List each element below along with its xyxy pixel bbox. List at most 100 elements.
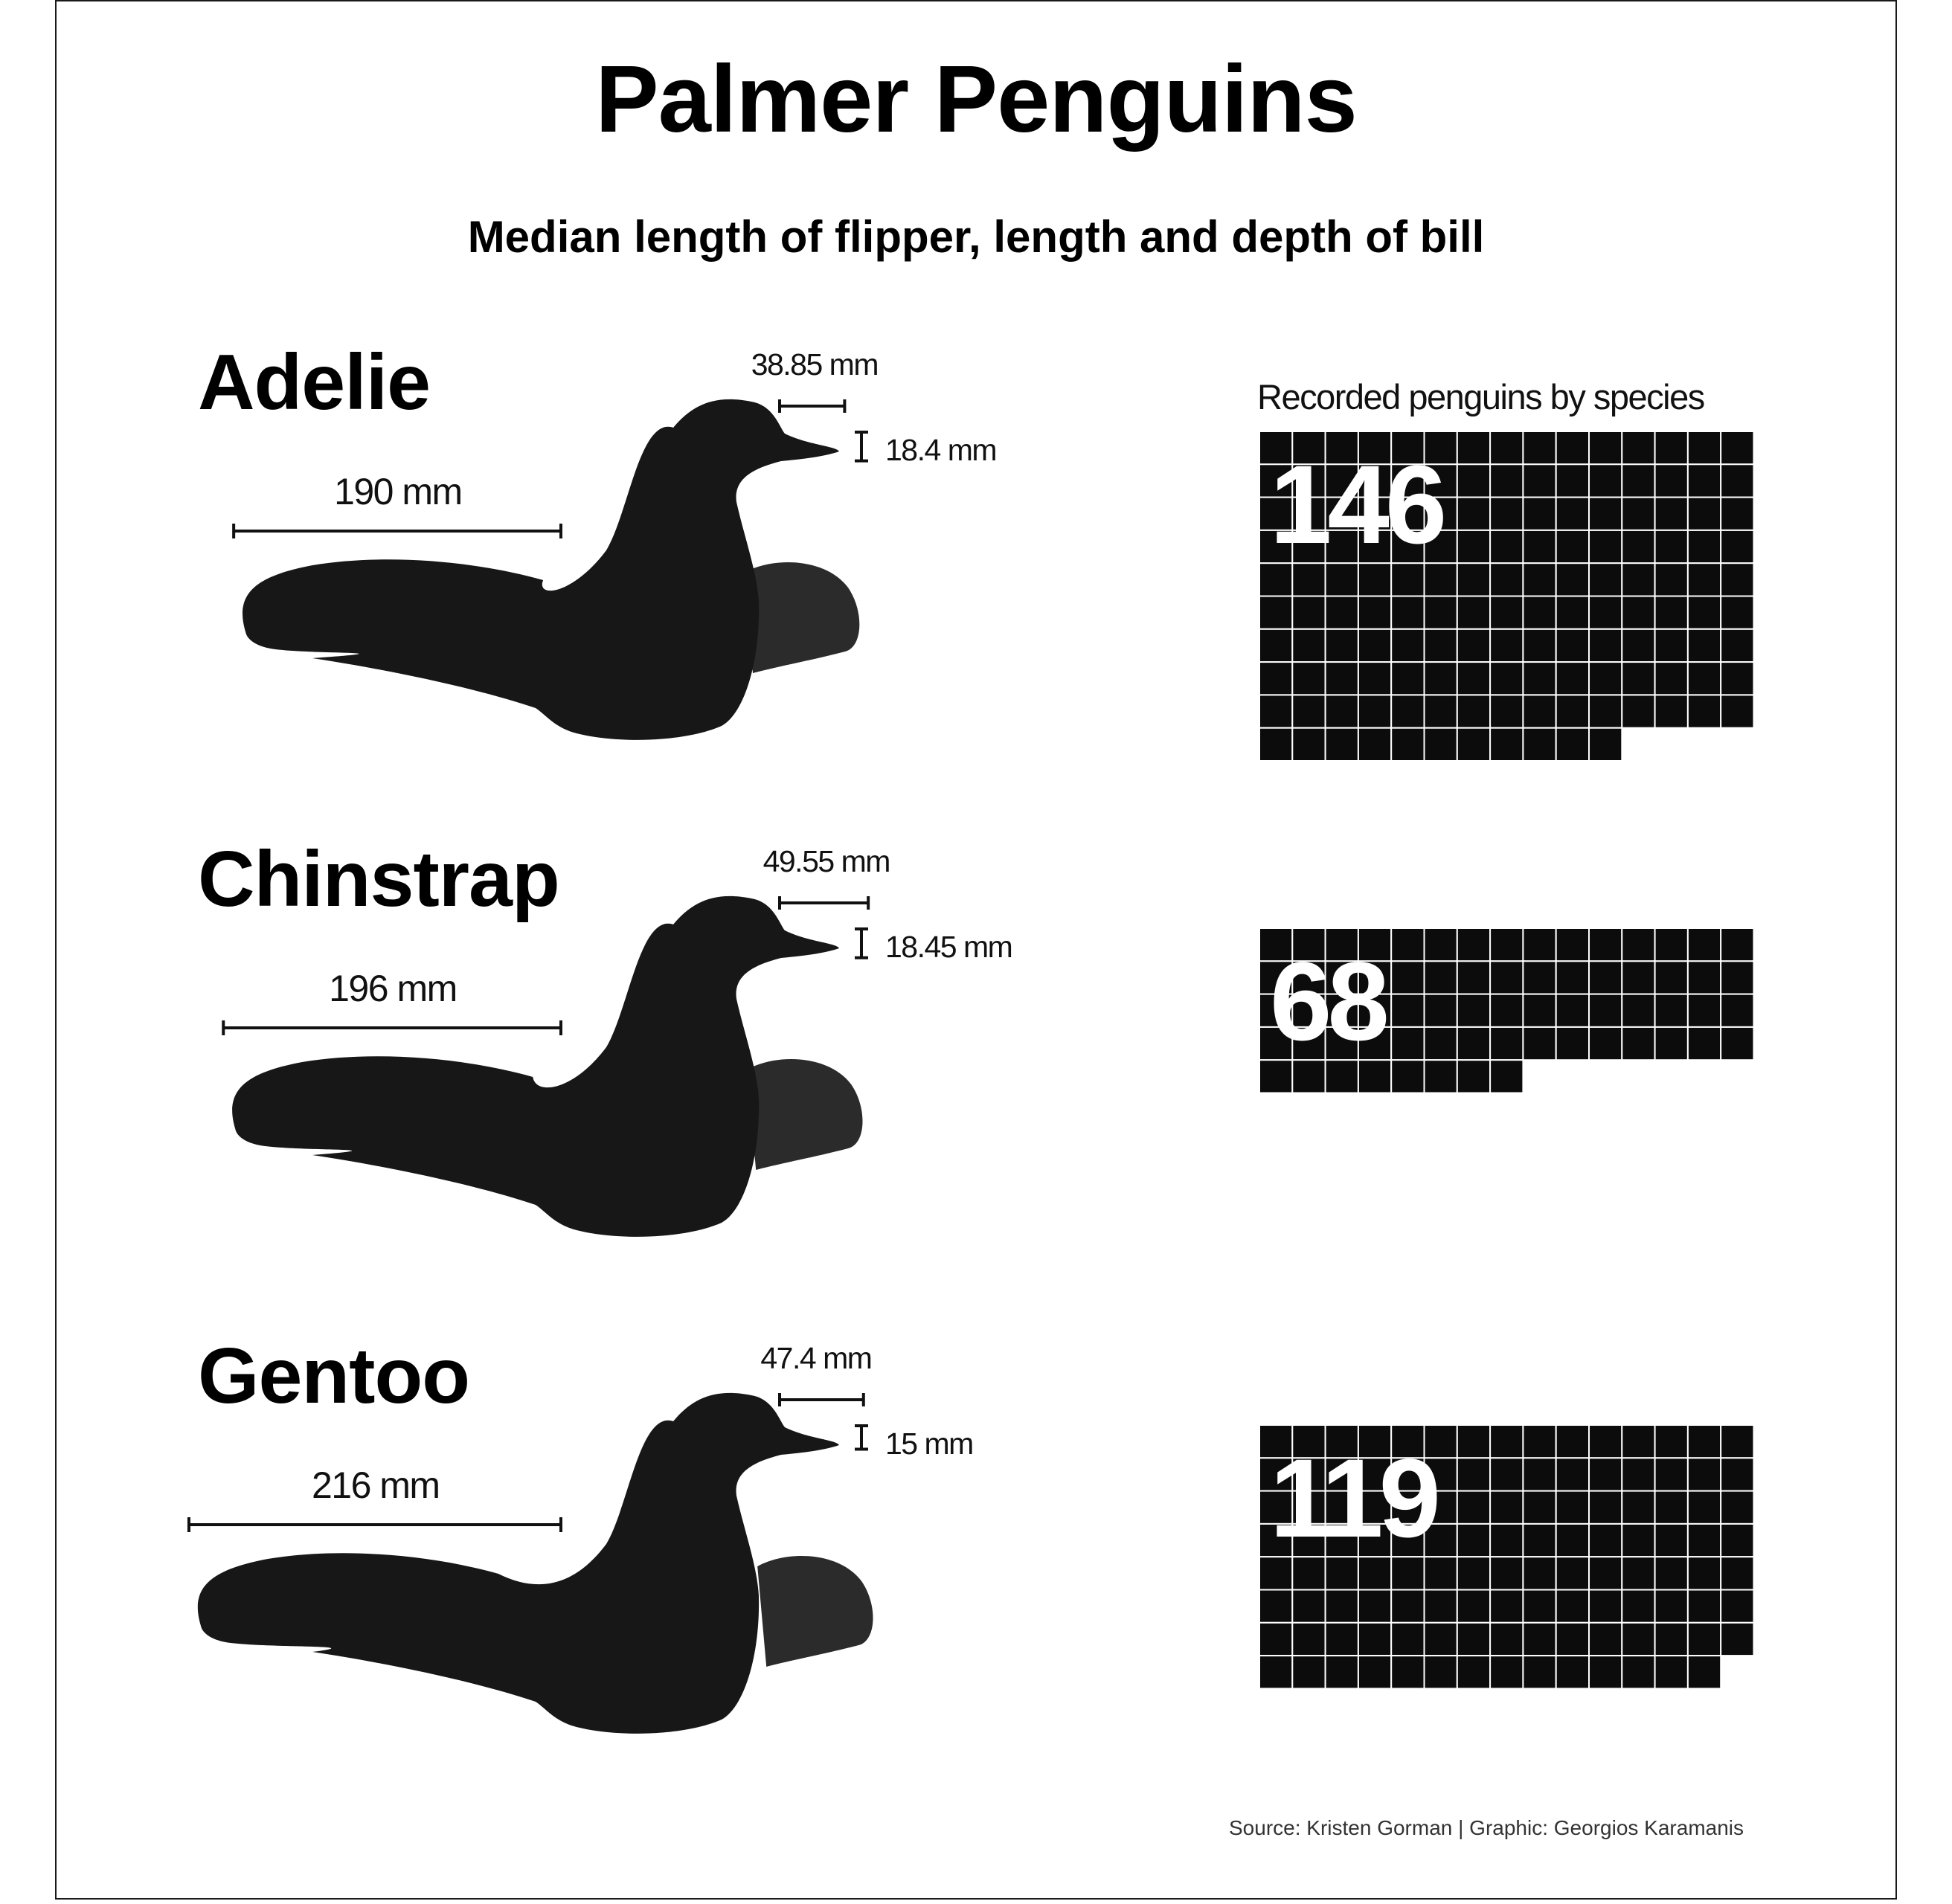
waffle-cell <box>1720 1556 1755 1591</box>
waffle-cell <box>1522 1490 1557 1525</box>
waffle-cell <box>1522 1621 1557 1657</box>
waffle-adelie: 146 <box>1259 431 1755 762</box>
waffle-cell <box>1324 727 1359 762</box>
waffle-cell <box>1489 927 1524 962</box>
waffle-cell <box>1423 628 1458 663</box>
waffle-cell <box>1720 927 1755 962</box>
waffle-cell <box>1324 562 1359 597</box>
waffle-cell <box>1555 960 1590 995</box>
waffle-cell <box>1654 927 1689 962</box>
waffle-cell <box>1686 960 1722 995</box>
waffle-cell <box>1621 1589 1656 1624</box>
flipper-length-label: 190 mm <box>334 471 463 512</box>
waffle-cell <box>1621 1490 1656 1525</box>
waffle-cell <box>1423 1621 1458 1657</box>
waffle-cell <box>1489 431 1524 466</box>
waffle-cell <box>1259 727 1294 762</box>
waffle-cell <box>1555 1490 1590 1525</box>
waffle-cell <box>1390 1490 1425 1525</box>
waffle-cell <box>1522 1522 1557 1558</box>
waffle-cell <box>1686 628 1722 663</box>
waffle-cell <box>1456 1457 1492 1492</box>
waffle-cell <box>1259 1556 1294 1591</box>
waffle-cell <box>1654 1457 1689 1492</box>
waffle-cell <box>1555 562 1590 597</box>
waffle-cell <box>1621 927 1656 962</box>
species-group-gentoo <box>187 1392 873 1734</box>
waffle-cell <box>1357 694 1393 729</box>
bill-length-label: 38.85 mm <box>751 347 879 382</box>
waffle-cell <box>1522 661 1557 696</box>
waffle-cell <box>1621 595 1656 630</box>
waffle-cell <box>1489 562 1524 597</box>
waffle-cell <box>1654 562 1689 597</box>
waffle-cell <box>1654 1589 1689 1624</box>
waffle-cell <box>1456 960 1492 995</box>
waffle-cell <box>1588 727 1623 762</box>
waffle-chinstrap: 68 <box>1259 927 1755 1094</box>
waffle-cell <box>1555 1522 1590 1558</box>
waffle-cell <box>1588 960 1623 995</box>
waffle-cell <box>1489 1457 1524 1492</box>
waffle-cell <box>1686 1457 1722 1492</box>
waffle-cell <box>1522 1424 1557 1459</box>
waffle-cell <box>1555 661 1590 696</box>
waffle-cell <box>1522 595 1557 630</box>
waffle-cell <box>1423 727 1458 762</box>
waffle-cell <box>1588 496 1623 531</box>
waffle-cell <box>1324 595 1359 630</box>
waffle-cell <box>1423 1589 1458 1624</box>
waffle-cell <box>1357 1424 1393 1459</box>
waffle-cell <box>1357 628 1393 663</box>
waffle-cell <box>1555 1621 1590 1657</box>
waffle-cell <box>1555 927 1590 962</box>
waffle-cell <box>1621 628 1656 663</box>
waffle-cell <box>1456 1655 1492 1690</box>
waffle-cell <box>1259 694 1294 729</box>
species-name: Adelie <box>198 338 431 426</box>
waffle-cell <box>1621 1556 1656 1591</box>
waffle-cell <box>1423 661 1458 696</box>
waffle-cell <box>1522 694 1557 729</box>
waffle-cell <box>1324 694 1359 729</box>
waffle-cell <box>1588 993 1623 1028</box>
waffle-cell <box>1357 562 1393 597</box>
waffle-cell <box>1720 1490 1755 1525</box>
waffle-cell <box>1291 661 1326 696</box>
waffle-cell <box>1522 927 1557 962</box>
bill-length-label: 49.55 mm <box>762 844 891 878</box>
waffle-cell <box>1390 960 1425 995</box>
waffle-cell <box>1621 1655 1656 1690</box>
waffle-cell <box>1522 463 1557 498</box>
waffle-cell <box>1686 595 1722 630</box>
waffle-cell <box>1456 661 1492 696</box>
waffle-cell <box>1621 529 1656 565</box>
waffle-cell <box>1621 1026 1656 1061</box>
waffle-cell <box>1390 1556 1425 1591</box>
flipper-length-label: 216 mm <box>311 1464 440 1506</box>
waffle-cell <box>1456 628 1492 663</box>
penguin-flipper <box>747 1059 863 1170</box>
penguin-body <box>232 895 839 1237</box>
waffle-cell <box>1456 1026 1492 1061</box>
waffle-cell <box>1390 927 1425 962</box>
waffle-cell <box>1423 1026 1458 1061</box>
waffle-cell <box>1489 595 1524 630</box>
waffle-cell <box>1522 960 1557 995</box>
waffle-cell <box>1259 1457 1294 1492</box>
waffle-cell <box>1489 1621 1524 1657</box>
waffle-cell <box>1291 463 1326 498</box>
waffle-cell <box>1588 562 1623 597</box>
waffle-cell <box>1390 595 1425 630</box>
waffle-cell <box>1324 628 1359 663</box>
species-group-chinstrap <box>222 895 870 1237</box>
waffle-cell <box>1686 1424 1722 1459</box>
waffle-cell <box>1456 993 1492 1028</box>
waffle-cell <box>1390 1522 1425 1558</box>
waffle-cell <box>1588 529 1623 565</box>
waffle-cell <box>1423 1556 1458 1591</box>
waffle-cell <box>1456 727 1492 762</box>
waffle-cell <box>1720 595 1755 630</box>
waffle-cell <box>1654 463 1689 498</box>
waffle-cell <box>1259 628 1294 663</box>
